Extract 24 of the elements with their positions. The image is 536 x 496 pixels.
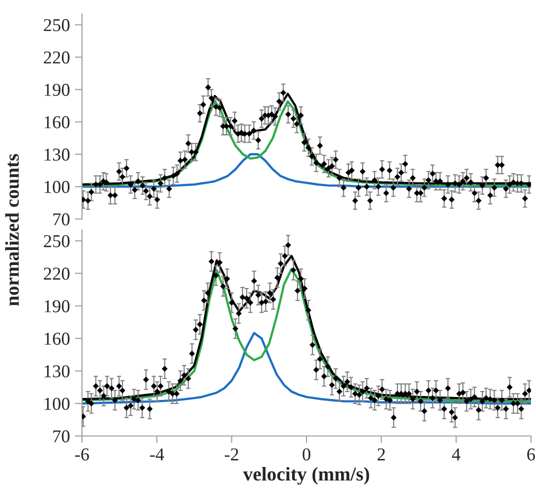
line-series (82, 332, 531, 405)
y-tick-label: 250 (44, 235, 70, 248)
x-tick-label: 2 (378, 448, 385, 460)
y-tick-label: 130 (44, 365, 70, 378)
x-tick-label: -4 (150, 448, 164, 460)
x-tick-label: -2 (224, 448, 238, 460)
x-tick-label: -6 (75, 448, 89, 461)
y-tick-label: 220 (44, 51, 70, 64)
x-axis-title: velocity (mm/s) (243, 466, 370, 485)
y-tick-label: 70 (53, 213, 70, 226)
y-tick-label: 100 (44, 398, 70, 410)
y-tick-label: 250 (44, 19, 70, 32)
y-tick-label: 100 (44, 180, 70, 194)
x-tick-label: 6 (527, 448, 535, 461)
y-tick-label: 220 (44, 268, 70, 280)
y-tick-label: 190 (44, 84, 70, 96)
y-axis-title: normalized counts (5, 154, 19, 306)
x-tick-label: 0 (302, 448, 310, 461)
y-tick-label: 190 (44, 300, 70, 312)
y-tick-label: 160 (44, 332, 70, 345)
y-tick-label: 130 (44, 148, 70, 161)
y-tick-label: 70 (53, 430, 70, 442)
x-tick-label: 4 (452, 448, 460, 460)
y-tick-label: 160 (44, 116, 70, 128)
